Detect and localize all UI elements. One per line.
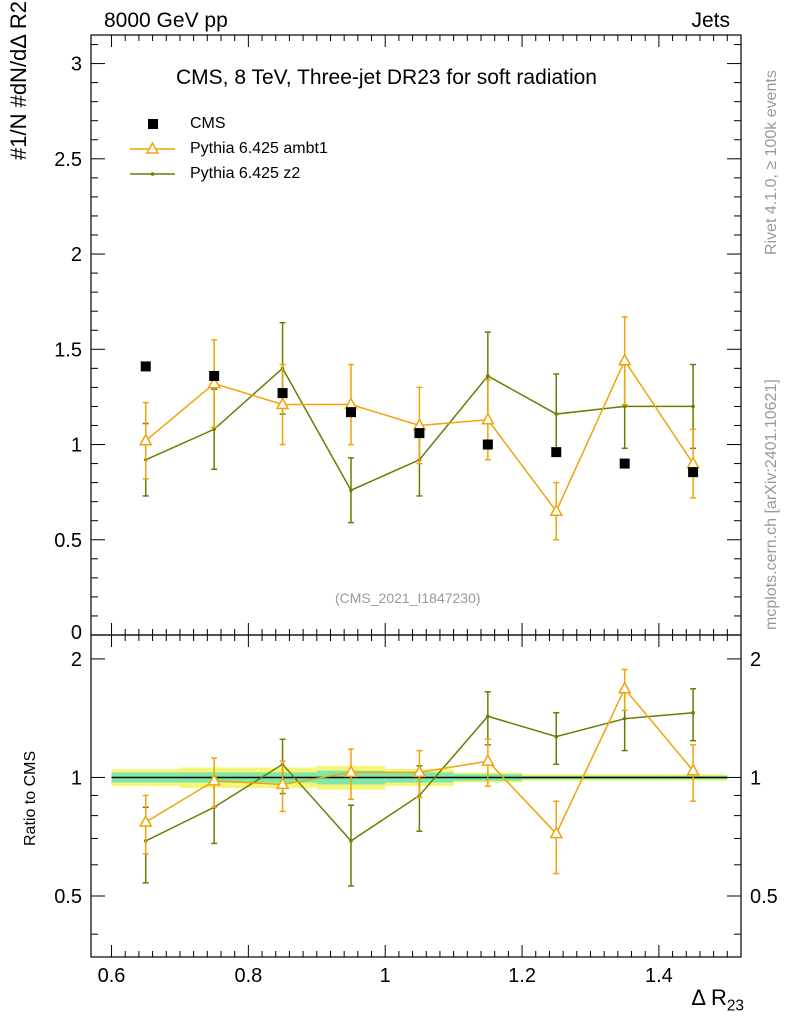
x-tick-label: 1.2 [508,965,536,987]
ambt1-main-marker [344,396,358,410]
ambt1-ratio-marker [207,773,221,786]
ambt1-ratio-marker [617,681,632,694]
y-tick-label-ratio-right: 0.5 [750,886,778,908]
y-tick-label-main: 0.5 [54,530,82,552]
z2-main-marker [622,404,627,409]
y-tick-label-main: 1 [71,435,82,457]
ambt1-main-marker [138,433,153,446]
ambt1-ratio-marker [344,764,358,778]
y-tick-label-main: 2.5 [54,149,82,171]
z2-main-marker [486,374,490,378]
legend-marker-z2 [150,172,155,176]
main-panel-series [138,316,700,541]
legend-marker-cms [148,119,158,129]
z2-main-marker [691,404,695,409]
ambt1-main-marker [275,396,290,410]
cms-data-point [209,370,220,381]
z2-main-marker [554,412,559,416]
ambt1-ratio-marker [481,753,495,766]
ambt1-ratio-marker [549,826,564,839]
ratio-panel-frame [90,634,742,958]
axes-frame [90,34,742,958]
z2-ratio-marker [554,734,559,739]
z2-ratio-marker [486,714,490,719]
x-tick-label: 0.8 [234,965,262,987]
y-tick-label-ratio-right: 1 [750,767,761,789]
rivet-version-label: Rivet 4.1.0, ≥ 100k events [763,70,780,255]
x-tick-label: 1.4 [645,965,673,987]
y-tick-label-main: 3 [71,54,82,76]
legend-label-ambt1: Pythia 6.425 ambt1 [190,140,328,157]
z2-main-marker [349,488,353,493]
y-axis-title-main: #1/N #dN/dΔ R23 [6,0,31,160]
cms-data-point [482,439,493,450]
cms-data-point [346,407,356,418]
z2-ratio-marker [691,710,695,715]
ambt1-main-marker [481,412,495,425]
cms-data-point [688,467,699,478]
tick-labels: 0.6 0.8 1 1.2 1.4 0.5 1 1.5 2 2.5 3 0 0.5 0.5 1 1 2 2 [54,54,778,987]
plot-title: CMS, 8 TeV, Three-jet DR23 for soft radi… [176,66,597,89]
y-tick-label-ratio: 1 [71,767,82,789]
legend-markers [130,119,175,176]
ambt1-ratio-marker [275,776,290,790]
x-axis-title: Δ R23 [691,985,744,1015]
energy-label: 8000 GeV pp [104,9,228,32]
x-axis-title-text: Δ R [691,985,727,1010]
analysis-id: (CMS_2021_I1847230) [335,590,481,606]
y-tick-label-zero: 0 [71,622,82,644]
z2-main-marker [212,427,216,432]
legend-label-z2: Pythia 6.425 z2 [190,165,301,182]
y-tick-label-ratio-right: 2 [750,649,761,671]
ambt1-ratio-marker [412,764,427,778]
ratio-panel-series [111,668,728,887]
y-axis-title-ratio: Ratio to CMS [22,750,39,846]
x-axis-title-sub: 23 [726,997,744,1015]
z2-ratio-marker [349,839,353,843]
y-tick-label-ratio: 2 [71,649,82,671]
cms-data-point [140,361,151,372]
cms-data-point [414,428,425,439]
cms-data-point [619,458,630,469]
legend-marker-ambt1 [145,141,160,154]
category-label: Jets [691,9,730,32]
ambt1-main-marker [617,353,632,366]
y-tick-label-main: 1.5 [54,339,82,361]
z2-ratio-marker [622,716,627,721]
x-tick-label: 0.6 [98,965,126,987]
main-panel-frame [90,34,742,636]
ambt1-main-marker [207,376,221,389]
cms-data-point [277,388,288,399]
ambt1-ratio-marker [686,763,700,776]
ambt1-main-marker [549,503,564,516]
legend-label-cms: CMS [190,115,226,132]
x-tick-label: 1 [380,965,391,987]
y-tick-label-main: 2 [71,244,82,266]
y-tick-label-ratio: 0.5 [54,886,82,908]
ambt1-ratio-marker [138,814,153,827]
mcplots-reference-label: mcplots.cern.ch [arXiv:2401.10621] [763,379,780,630]
cms-data-point [551,447,562,458]
